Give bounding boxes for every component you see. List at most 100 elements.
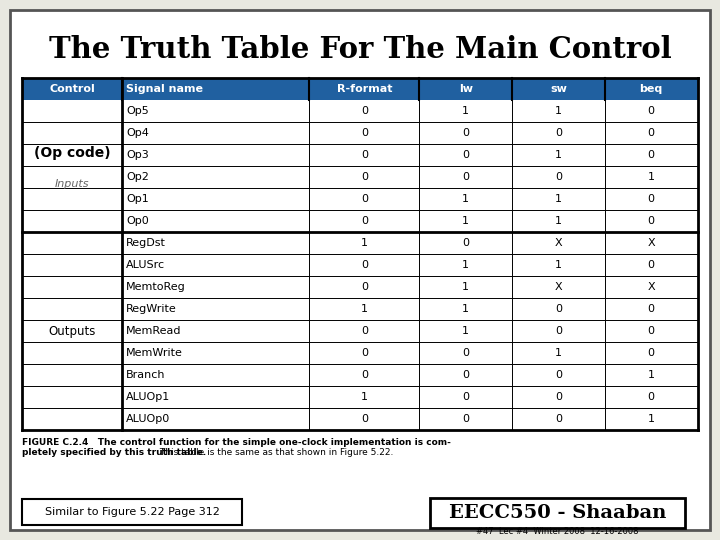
FancyBboxPatch shape <box>22 188 698 210</box>
Text: 0: 0 <box>462 238 469 248</box>
Text: 0: 0 <box>555 414 562 424</box>
Text: 0: 0 <box>647 326 654 336</box>
Text: 0: 0 <box>647 260 654 270</box>
Text: 0: 0 <box>361 106 368 116</box>
Text: 1: 1 <box>462 260 469 270</box>
Text: 0: 0 <box>361 370 368 380</box>
Text: 1: 1 <box>361 304 368 314</box>
Text: The Truth Table For The Main Control: The Truth Table For The Main Control <box>49 35 671 64</box>
FancyBboxPatch shape <box>22 100 698 122</box>
FancyBboxPatch shape <box>10 10 710 530</box>
FancyBboxPatch shape <box>22 342 698 364</box>
Text: 0: 0 <box>647 216 654 226</box>
FancyBboxPatch shape <box>22 276 698 298</box>
Text: Op4: Op4 <box>126 128 149 138</box>
Text: RegDst: RegDst <box>126 238 166 248</box>
Text: X: X <box>647 282 654 292</box>
Text: EECC550 - Shaaban: EECC550 - Shaaban <box>449 504 666 522</box>
Text: 1: 1 <box>647 414 654 424</box>
Text: Op1: Op1 <box>126 194 149 204</box>
FancyBboxPatch shape <box>22 210 698 232</box>
Text: 0: 0 <box>361 326 368 336</box>
Text: 1: 1 <box>555 260 562 270</box>
FancyBboxPatch shape <box>22 144 698 166</box>
Text: MemRead: MemRead <box>126 326 181 336</box>
Text: 1: 1 <box>361 392 368 402</box>
Text: 1: 1 <box>555 106 562 116</box>
Text: 0: 0 <box>555 326 562 336</box>
Text: MemtoReg: MemtoReg <box>126 282 186 292</box>
Text: Control: Control <box>49 84 95 94</box>
Text: 1: 1 <box>462 216 469 226</box>
Text: 0: 0 <box>462 392 469 402</box>
Text: 0: 0 <box>462 128 469 138</box>
Text: Outputs: Outputs <box>48 325 96 338</box>
Text: Op0: Op0 <box>126 216 149 226</box>
Text: 0: 0 <box>647 304 654 314</box>
Text: beq: beq <box>639 84 662 94</box>
Text: Branch: Branch <box>126 370 166 380</box>
Text: 0: 0 <box>462 370 469 380</box>
Text: pletely specified by this truth table.: pletely specified by this truth table. <box>22 448 206 457</box>
FancyBboxPatch shape <box>22 320 698 342</box>
FancyBboxPatch shape <box>430 498 685 528</box>
FancyBboxPatch shape <box>22 408 698 430</box>
Text: 0: 0 <box>361 194 368 204</box>
Text: Signal name: Signal name <box>126 84 203 94</box>
Text: #47  Lec #4  Winter 2008  12-16-2008: #47 Lec #4 Winter 2008 12-16-2008 <box>476 528 639 537</box>
Text: 0: 0 <box>555 172 562 182</box>
Text: MemWrite: MemWrite <box>126 348 183 358</box>
Text: 0: 0 <box>361 348 368 358</box>
Text: 0: 0 <box>647 128 654 138</box>
Text: 0: 0 <box>647 106 654 116</box>
Text: Inputs: Inputs <box>55 179 89 188</box>
Text: ALUOp1: ALUOp1 <box>126 392 171 402</box>
FancyBboxPatch shape <box>22 386 698 408</box>
Text: 0: 0 <box>555 370 562 380</box>
Text: 0: 0 <box>361 172 368 182</box>
FancyBboxPatch shape <box>22 232 698 254</box>
Text: 1: 1 <box>647 172 654 182</box>
Text: 0: 0 <box>361 128 368 138</box>
Text: 1: 1 <box>462 326 469 336</box>
Text: 1: 1 <box>462 194 469 204</box>
Text: 1: 1 <box>555 194 562 204</box>
Text: 0: 0 <box>361 260 368 270</box>
Text: 0: 0 <box>462 414 469 424</box>
FancyBboxPatch shape <box>22 122 698 144</box>
Text: X: X <box>647 238 654 248</box>
Text: 0: 0 <box>462 150 469 160</box>
Text: Op3: Op3 <box>126 150 149 160</box>
FancyBboxPatch shape <box>22 166 698 188</box>
Text: Op2: Op2 <box>126 172 149 182</box>
Text: 1: 1 <box>462 304 469 314</box>
FancyBboxPatch shape <box>22 78 698 430</box>
Text: ALUOp0: ALUOp0 <box>126 414 171 424</box>
Text: 0: 0 <box>647 392 654 402</box>
Text: FIGURE C.2.4   The control function for the simple one-clock implementation is c: FIGURE C.2.4 The control function for th… <box>22 438 451 447</box>
Text: 1: 1 <box>462 282 469 292</box>
Text: 1: 1 <box>555 150 562 160</box>
FancyBboxPatch shape <box>22 254 698 276</box>
Text: 0: 0 <box>462 172 469 182</box>
Text: 0: 0 <box>361 216 368 226</box>
Text: 1: 1 <box>555 348 562 358</box>
FancyBboxPatch shape <box>22 499 242 525</box>
Text: (Op code): (Op code) <box>34 146 110 160</box>
Text: X: X <box>554 282 562 292</box>
Text: R-format: R-format <box>337 84 392 94</box>
Text: ALUSrc: ALUSrc <box>126 260 165 270</box>
FancyBboxPatch shape <box>22 298 698 320</box>
Text: 0: 0 <box>361 414 368 424</box>
Text: 1: 1 <box>555 216 562 226</box>
Text: 1: 1 <box>462 106 469 116</box>
Text: RegWrite: RegWrite <box>126 304 177 314</box>
Text: 0: 0 <box>361 150 368 160</box>
Text: This table is the same as that shown in Figure 5.22.: This table is the same as that shown in … <box>157 448 393 457</box>
FancyBboxPatch shape <box>22 364 698 386</box>
Text: 1: 1 <box>647 370 654 380</box>
Text: 0: 0 <box>462 348 469 358</box>
Text: 0: 0 <box>647 348 654 358</box>
Text: 1: 1 <box>361 238 368 248</box>
Text: 0: 0 <box>555 304 562 314</box>
